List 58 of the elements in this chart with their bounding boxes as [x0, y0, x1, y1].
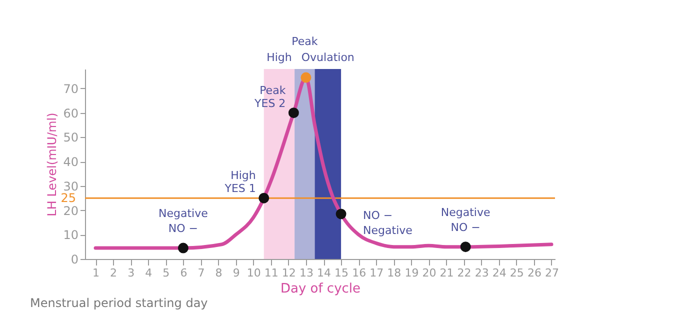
- point: [300, 72, 312, 83]
- x-tick-label: 10: [246, 266, 261, 280]
- y-tick-label: 20: [63, 204, 78, 218]
- annotation: Peak: [260, 84, 286, 97]
- y-tick-label: 60: [63, 106, 78, 120]
- x-axis-title: Day of cycle: [280, 282, 361, 296]
- x-tick-label: 23: [474, 266, 489, 280]
- x-tick-label: 18: [387, 266, 402, 280]
- y-tick-label: 40: [63, 155, 78, 170]
- annotation: YES 1: [224, 182, 256, 196]
- annotation: YES 2: [254, 96, 286, 110]
- x-tick-label: 15: [334, 266, 349, 280]
- point: [258, 192, 270, 204]
- x-tick-label: 17: [370, 266, 384, 280]
- x-tick-label: 7: [198, 266, 205, 280]
- ref-line-label: 25: [60, 191, 76, 206]
- annotation: NO −: [450, 220, 480, 234]
- x-tick-label: 24: [492, 266, 506, 280]
- band-label: Ovulation: [301, 51, 354, 64]
- x-tick-label: 13: [299, 266, 314, 280]
- point: [178, 242, 188, 254]
- x-tick-label: 25: [510, 266, 524, 280]
- y-tick-label: 0: [70, 252, 78, 266]
- point: [336, 208, 346, 220]
- annotation: High: [230, 169, 256, 182]
- x-tick-label: 6: [180, 266, 188, 280]
- band-label: High: [266, 51, 292, 64]
- x-tick-label: 1: [92, 266, 100, 280]
- x-tick-label: 11: [264, 266, 278, 280]
- x-tick-label: 14: [317, 266, 332, 280]
- annotation: NO −: [363, 208, 393, 222]
- point: [288, 108, 299, 118]
- annotation: Negative: [363, 224, 413, 237]
- x-tick-label: 20: [422, 266, 436, 280]
- y-tick-label: 10: [63, 228, 78, 242]
- x-tick-label: 19: [404, 266, 419, 280]
- x-tick-label: 26: [527, 266, 542, 280]
- x-tick-label: 5: [162, 266, 170, 280]
- x-tick-label: 4: [145, 266, 152, 280]
- y-tick-label: 30: [63, 179, 78, 194]
- annotation: NO −: [168, 222, 198, 236]
- x-tick-label: 3: [128, 266, 135, 280]
- x-tick-label: 16: [352, 266, 366, 280]
- x-tick-label: 9: [232, 266, 240, 280]
- text: Menstrual period starting day: [30, 296, 208, 310]
- annotation: Negative: [158, 207, 208, 220]
- band-label: Peak: [292, 35, 318, 48]
- annotation: Negative: [440, 206, 490, 219]
- x-tick-label: 8: [215, 266, 222, 280]
- point: [460, 242, 471, 252]
- x-tick-label: 27: [544, 266, 559, 280]
- x-tick-label: 22: [457, 266, 472, 280]
- y-axis-title: LH Level(mIU/ml): [45, 112, 60, 216]
- x-tick-label: 2: [110, 266, 118, 280]
- y-tick-label: 50: [63, 130, 78, 145]
- y-tick-label: 70: [63, 82, 78, 96]
- x-tick-label: 21: [440, 266, 454, 280]
- x-tick-label: 12: [282, 266, 296, 280]
